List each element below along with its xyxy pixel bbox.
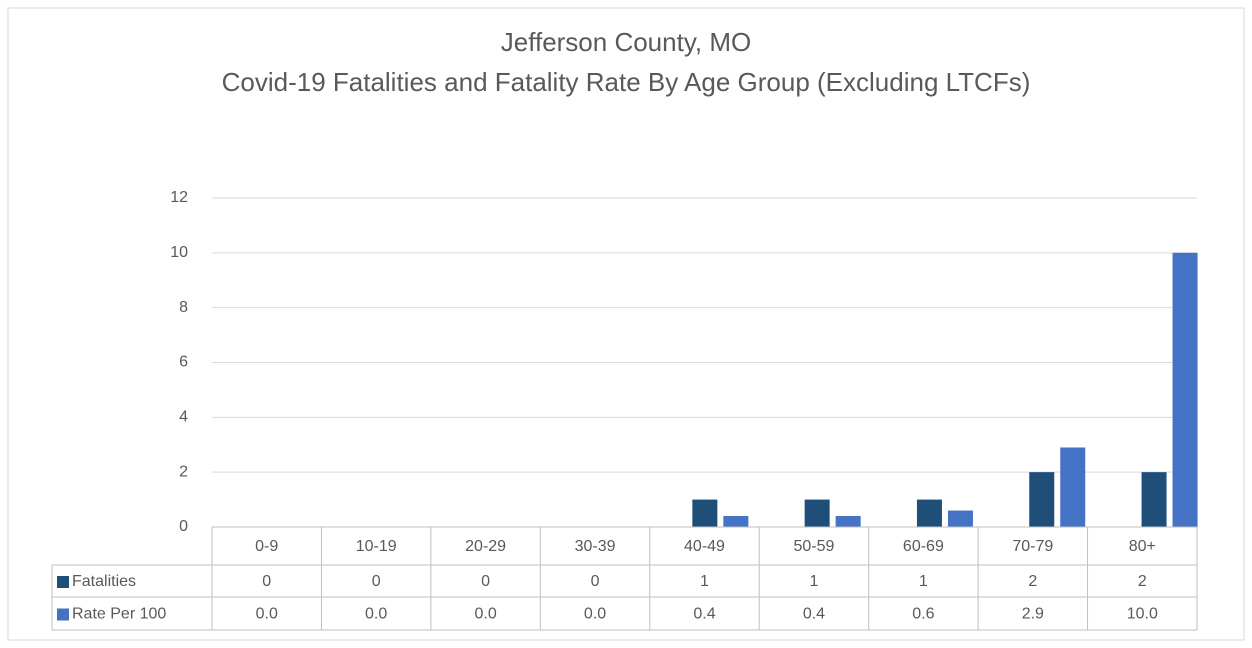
table-value: 0.0 <box>474 606 496 623</box>
bar <box>1060 447 1086 527</box>
table-value: 1 <box>700 573 709 590</box>
x-tick-label: 70-79 <box>1012 538 1053 555</box>
bar <box>1029 472 1055 527</box>
x-tick-label: 50-59 <box>793 538 834 555</box>
y-tick-label: 10 <box>170 244 188 261</box>
table-value: 0 <box>372 573 381 590</box>
table-value: 0.0 <box>584 606 606 623</box>
legend-label: Fatalities <box>72 573 136 590</box>
table-value: 2 <box>1138 573 1147 590</box>
legend-label: Rate Per 100 <box>72 606 166 623</box>
table-value: 0.0 <box>256 606 278 623</box>
bar <box>947 510 973 527</box>
bar <box>723 516 749 527</box>
bar <box>692 499 718 527</box>
chart-title: Jefferson County, MO <box>500 27 752 57</box>
table-value: 1 <box>809 573 818 590</box>
table-value: 2 <box>1028 573 1037 590</box>
y-tick-label: 2 <box>179 463 188 480</box>
bar <box>804 499 830 527</box>
table-value: 0 <box>481 573 490 590</box>
y-tick-label: 4 <box>179 409 188 426</box>
legend-swatch <box>57 608 69 621</box>
table-value: 10.0 <box>1127 606 1158 623</box>
table-value: 0.4 <box>693 606 715 623</box>
table-value: 0.4 <box>803 606 825 623</box>
table-value: 0 <box>591 573 600 590</box>
chart-border <box>7 7 1245 641</box>
y-tick-label: 12 <box>170 189 188 206</box>
bar <box>916 499 942 527</box>
bar <box>835 516 861 527</box>
x-tick-label: 10-19 <box>356 538 397 555</box>
y-tick-label: 8 <box>179 299 188 316</box>
bar <box>1172 252 1198 528</box>
x-tick-label: 40-49 <box>684 538 725 555</box>
bar <box>1141 472 1167 527</box>
x-tick-label: 0-9 <box>255 538 278 555</box>
table-value: 0.0 <box>365 606 387 623</box>
table-value: 2.9 <box>1022 606 1044 623</box>
table-value: 1 <box>919 573 928 590</box>
legend-swatch <box>57 576 69 588</box>
x-tick-label: 60-69 <box>903 538 944 555</box>
x-tick-label: 30-39 <box>575 538 616 555</box>
x-tick-label: 20-29 <box>465 538 506 555</box>
y-tick-label: 6 <box>179 354 188 371</box>
chart-subtitle: Covid-19 Fatalities and Fatality Rate By… <box>221 67 1031 97</box>
table-value: 0.6 <box>912 606 934 623</box>
x-tick-label: 80+ <box>1129 538 1156 555</box>
table-value: 0 <box>262 573 271 590</box>
y-tick-label: 0 <box>179 518 188 535</box>
